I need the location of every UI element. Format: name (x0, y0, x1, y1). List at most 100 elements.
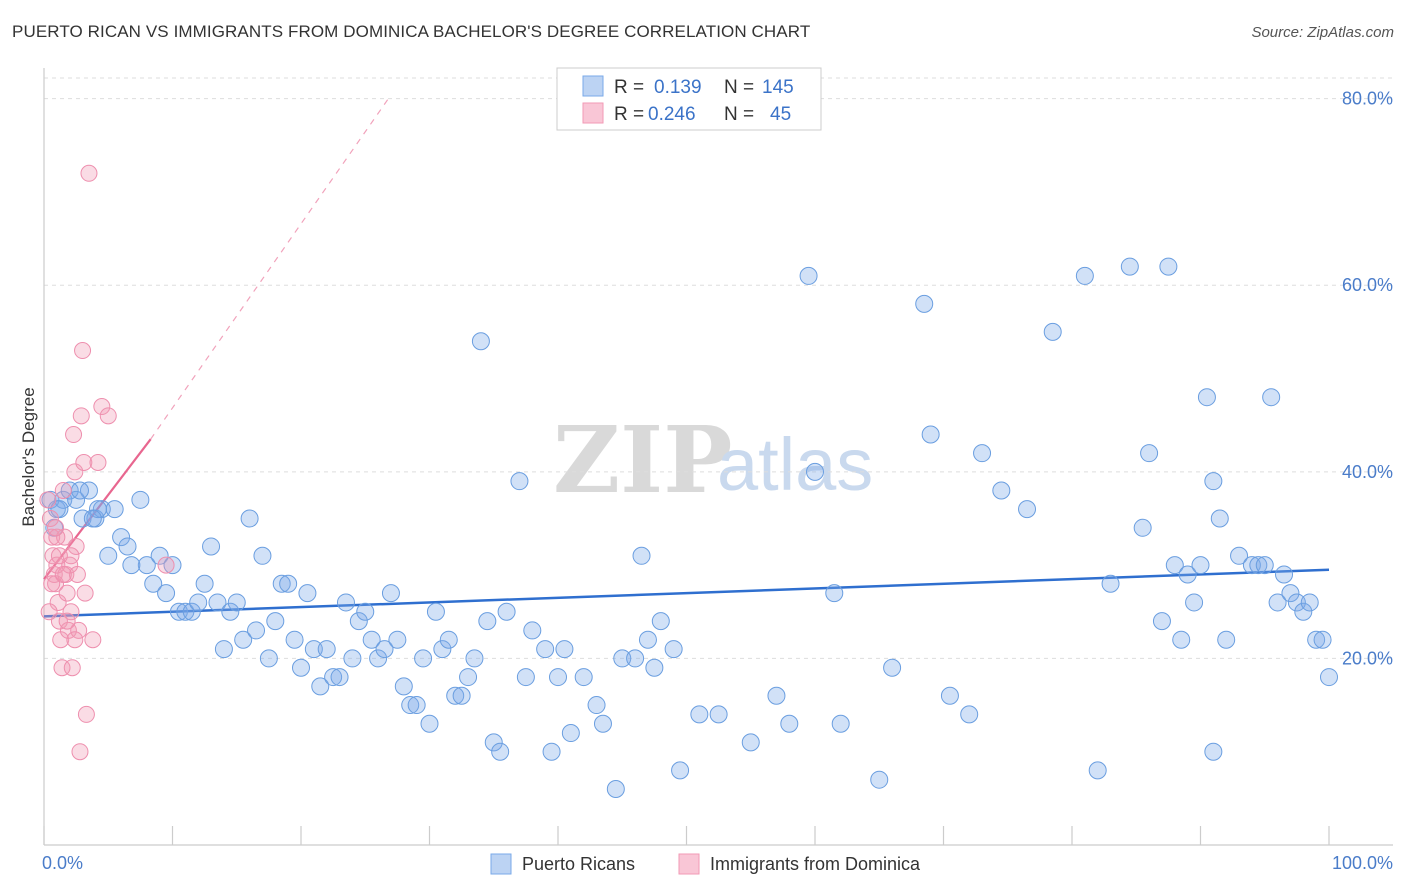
point-puerto-ricans-11 (112, 528, 131, 547)
point-puerto-ricans-21 (182, 602, 201, 621)
point-puerto-ricans-87 (645, 658, 664, 677)
point-puerto-ricans-134 (1281, 584, 1300, 603)
point-dominica-2 (43, 528, 61, 546)
point-puerto-ricans-31 (247, 621, 266, 640)
point-puerto-ricans-112 (1101, 574, 1120, 593)
point-puerto-ricans-33 (259, 649, 278, 668)
point-puerto-ricans-12 (118, 537, 137, 556)
point-puerto-ricans-91 (690, 705, 709, 724)
point-puerto-ricans-103 (921, 425, 940, 444)
point-puerto-ricans-138 (1307, 630, 1326, 649)
point-puerto-ricans-81 (593, 714, 612, 733)
point-dominica-11 (54, 481, 72, 499)
point-puerto-ricans-23 (195, 574, 214, 593)
point-puerto-ricans-2 (54, 490, 73, 509)
point-puerto-ricans-114 (1133, 518, 1152, 537)
point-puerto-ricans-80 (587, 696, 606, 715)
point-puerto-ricans-105 (960, 705, 979, 724)
point-puerto-ricans-26 (214, 640, 233, 659)
point-puerto-ricans-55 (401, 696, 420, 715)
point-puerto-ricans-73 (523, 621, 542, 640)
point-puerto-ricans-123 (1197, 388, 1216, 407)
point-puerto-ricans-69 (491, 742, 510, 761)
bottom-legend-label-pink: Immigrants from Dominica (710, 854, 921, 874)
point-dominica-31 (84, 631, 102, 649)
point-puerto-ricans-83 (613, 649, 632, 668)
point-puerto-ricans-107 (992, 481, 1011, 500)
point-puerto-ricans-52 (381, 584, 400, 603)
point-puerto-ricans-93 (741, 733, 760, 752)
point-puerto-ricans-99 (831, 714, 850, 733)
point-dominica-7 (49, 593, 67, 611)
point-puerto-ricans-85 (632, 546, 651, 565)
legend: R = 0.139 N = 145 R = 0.246 N = 45 (556, 67, 822, 131)
point-puerto-ricans-39 (298, 584, 317, 603)
point-puerto-ricans-59 (426, 602, 445, 621)
point-puerto-ricans-13 (131, 490, 150, 509)
series-puerto-ricans (41, 257, 1338, 799)
legend-r-label-blue: R = (614, 77, 644, 98)
point-puerto-ricans-4 (67, 490, 86, 509)
point-puerto-ricans-109 (1043, 322, 1062, 341)
watermark-zip: ZIP (553, 406, 732, 514)
y-tick-label-40: 40.0% (1342, 462, 1393, 482)
point-dominica-38 (50, 547, 68, 565)
point-puerto-ricans-76 (549, 668, 567, 687)
point-dominica-35 (40, 603, 58, 621)
point-puerto-ricans-49 (362, 630, 381, 649)
point-dominica-33 (93, 398, 111, 416)
point-puerto-ricans-110 (1075, 266, 1094, 285)
point-puerto-ricans-16 (150, 546, 169, 565)
point-puerto-ricans-17 (157, 584, 176, 603)
legend-n-label-pink: N = (724, 104, 754, 125)
x-tick-label-min: 0.0% (42, 853, 83, 873)
point-puerto-ricans-51 (375, 640, 394, 659)
point-puerto-ricans-145 (88, 500, 107, 519)
x-ticks (43, 826, 1330, 845)
point-puerto-ricans-139 (1313, 630, 1332, 649)
point-puerto-ricans-24 (202, 537, 221, 556)
point-puerto-ricans-128 (1242, 556, 1261, 575)
point-puerto-ricans-10 (105, 500, 124, 519)
legend-n-value-pink: 45 (770, 104, 791, 125)
point-puerto-ricans-77 (555, 640, 574, 659)
point-puerto-ricans-45 (336, 593, 355, 612)
point-puerto-ricans-28 (227, 593, 246, 612)
point-puerto-ricans-56 (407, 696, 426, 715)
point-puerto-ricans-102 (915, 294, 934, 313)
point-dominica-19 (65, 426, 83, 444)
point-puerto-ricans-144 (70, 481, 89, 500)
point-puerto-ricans-54 (394, 677, 413, 696)
point-puerto-ricans-34 (266, 612, 285, 631)
point-puerto-ricans-29 (234, 630, 253, 649)
y-axis-label: Bachelor's Degree (19, 387, 38, 526)
point-puerto-ricans-131 (1262, 388, 1281, 407)
point-dominica-14 (58, 584, 76, 602)
point-puerto-ricans-147 (83, 509, 102, 528)
point-dominica-27 (75, 454, 93, 471)
point-dominica-21 (67, 537, 85, 555)
point-puerto-ricans-64 (459, 668, 478, 687)
point-puerto-ricans-95 (780, 714, 799, 733)
point-puerto-ricans-89 (664, 640, 683, 659)
point-puerto-ricans-78 (561, 724, 580, 743)
point-puerto-ricans-30 (240, 509, 259, 528)
point-dominica-39 (54, 565, 72, 583)
legend-r-value-blue: 0.139 (654, 77, 702, 98)
point-dominica-1 (41, 509, 59, 527)
point-puerto-ricans-72 (516, 668, 535, 687)
point-puerto-ricans-94 (767, 686, 786, 705)
point-puerto-ricans-104 (940, 686, 959, 705)
legend-r-value-pink: 0.246 (648, 104, 696, 125)
point-puerto-ricans-82 (606, 780, 625, 799)
legend-r-label-pink: R = (614, 104, 644, 125)
bottom-legend: Puerto Ricans Immigrants from Dominica (490, 853, 921, 875)
point-dominica-24 (71, 743, 89, 761)
point-puerto-ricans-18 (163, 556, 182, 575)
point-dominica-30 (80, 164, 98, 182)
point-puerto-ricans-129 (1249, 556, 1268, 575)
point-puerto-ricans-20 (176, 602, 195, 621)
point-puerto-ricans-75 (542, 742, 561, 761)
point-puerto-ricans-92 (709, 705, 728, 724)
